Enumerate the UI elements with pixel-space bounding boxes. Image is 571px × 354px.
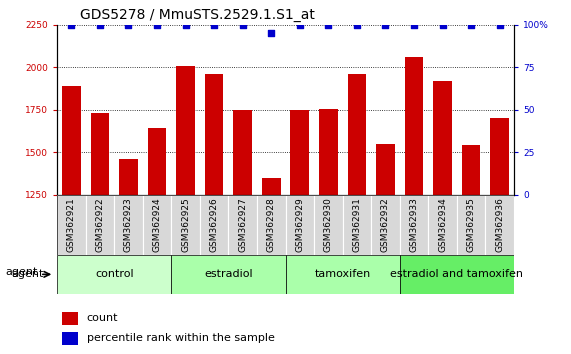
Bar — [114, 195, 143, 255]
Bar — [176, 65, 195, 354]
Point — [210, 22, 219, 28]
Point — [238, 22, 247, 28]
Bar — [286, 195, 314, 255]
Bar — [485, 195, 514, 255]
Point — [324, 22, 333, 28]
Bar — [171, 255, 286, 294]
Bar — [200, 195, 228, 255]
Bar — [348, 74, 366, 354]
Text: percentile rank within the sample: percentile rank within the sample — [87, 333, 275, 343]
Text: GSM362927: GSM362927 — [238, 198, 247, 252]
Bar — [91, 113, 109, 354]
Point — [67, 22, 76, 28]
Bar — [143, 195, 171, 255]
Bar — [462, 145, 480, 354]
Text: GDS5278 / MmuSTS.2529.1.S1_at: GDS5278 / MmuSTS.2529.1.S1_at — [80, 8, 315, 22]
Bar — [314, 195, 343, 255]
Bar — [171, 195, 200, 255]
Text: GSM362928: GSM362928 — [267, 198, 276, 252]
Text: GSM362924: GSM362924 — [152, 198, 162, 252]
Bar — [257, 195, 286, 255]
Point — [124, 22, 133, 28]
Bar — [376, 144, 395, 354]
Text: GSM362935: GSM362935 — [467, 197, 476, 252]
Bar — [490, 118, 509, 354]
Bar — [319, 109, 337, 354]
Bar — [457, 195, 485, 255]
Bar — [371, 195, 400, 255]
Text: GSM362922: GSM362922 — [95, 198, 104, 252]
Text: GSM362923: GSM362923 — [124, 198, 133, 252]
Text: agent: agent — [6, 267, 38, 278]
Text: agent: agent — [11, 269, 44, 279]
Bar — [148, 129, 166, 354]
Bar — [428, 195, 457, 255]
Text: estradiol and tamoxifen: estradiol and tamoxifen — [391, 269, 523, 279]
Text: GSM362929: GSM362929 — [295, 198, 304, 252]
Point — [181, 22, 190, 28]
Bar — [234, 110, 252, 354]
Bar — [262, 178, 280, 354]
Bar — [86, 195, 114, 255]
Bar — [205, 74, 223, 354]
Text: GSM362930: GSM362930 — [324, 197, 333, 252]
Point — [95, 22, 104, 28]
Bar — [433, 81, 452, 354]
Bar — [343, 195, 371, 255]
Point — [295, 22, 304, 28]
Bar — [119, 159, 138, 354]
Bar — [57, 255, 171, 294]
Point — [467, 22, 476, 28]
Bar — [62, 312, 78, 325]
Text: GSM362925: GSM362925 — [181, 198, 190, 252]
Text: GSM362933: GSM362933 — [409, 197, 419, 252]
Text: estradiol: estradiol — [204, 269, 253, 279]
Text: tamoxifen: tamoxifen — [315, 269, 371, 279]
Bar — [228, 195, 257, 255]
Text: control: control — [95, 269, 134, 279]
Bar — [62, 86, 81, 354]
Bar — [400, 195, 428, 255]
Text: count: count — [87, 313, 118, 323]
Text: GSM362926: GSM362926 — [210, 198, 219, 252]
Text: GSM362921: GSM362921 — [67, 198, 76, 252]
Bar — [291, 110, 309, 354]
Point — [352, 22, 361, 28]
Text: GSM362934: GSM362934 — [438, 198, 447, 252]
Bar — [405, 57, 423, 354]
Text: GSM362936: GSM362936 — [495, 197, 504, 252]
Point — [495, 22, 504, 28]
Point — [381, 22, 390, 28]
Bar — [286, 255, 400, 294]
Bar — [400, 255, 514, 294]
Bar — [62, 332, 78, 345]
Point — [267, 30, 276, 36]
Bar — [57, 195, 86, 255]
Point — [409, 22, 419, 28]
Point — [152, 22, 162, 28]
Point — [438, 22, 447, 28]
Text: GSM362932: GSM362932 — [381, 198, 390, 252]
Text: GSM362931: GSM362931 — [352, 197, 361, 252]
